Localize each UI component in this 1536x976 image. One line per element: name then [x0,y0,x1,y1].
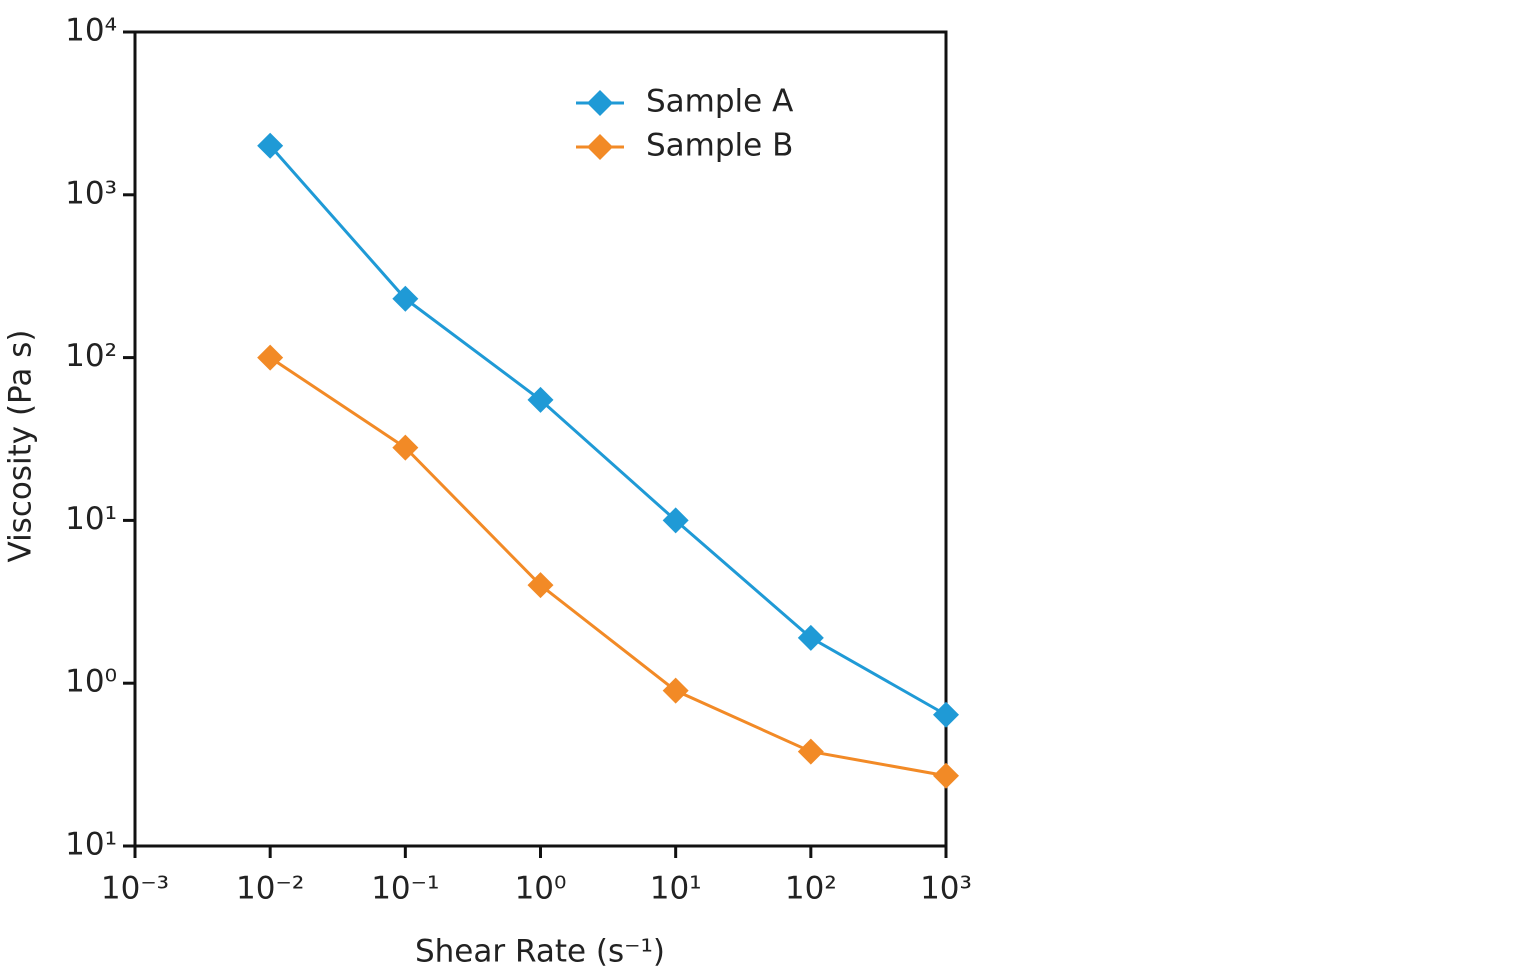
marker [797,738,824,765]
plot-frame [133,30,948,848]
marker [527,386,554,413]
marker [257,344,284,371]
marker [933,762,959,789]
marker [662,507,689,534]
marker [392,434,419,461]
marker [662,677,689,704]
legend-label: Sample A [646,84,793,120]
y-tick-label: 10⁰ [65,664,117,700]
marker [933,701,959,728]
y-tick-label: 10¹ [65,827,117,863]
x-tick-label: 10⁻² [236,871,304,907]
legend-marker [587,134,613,160]
x-tick-label: 10¹ [650,871,702,907]
series-line [269,356,947,778]
marker [797,624,824,651]
y-tick-label: 10² [65,338,117,374]
x-tick-label: 10⁻³ [101,871,169,907]
legend-label: Sample B [646,128,793,164]
y-tick-label: 10¹ [65,501,117,537]
x-axis-label: Shear Rate (s⁻¹) [415,934,665,970]
marker [257,132,284,159]
y-axis-label: Viscosity (Pa s) [3,330,39,563]
marker [392,285,419,312]
x-tick-label: 10² [785,871,837,907]
x-tick-label: 10³ [920,871,972,907]
legend-marker [587,90,613,116]
y-tick-label: 10³ [65,175,117,211]
series-line [269,144,947,717]
x-tick-label: 10⁰ [515,871,567,907]
marker [527,572,554,599]
y-tick-label: 10⁴ [65,13,117,49]
x-tick-label: 10⁻¹ [371,871,439,907]
